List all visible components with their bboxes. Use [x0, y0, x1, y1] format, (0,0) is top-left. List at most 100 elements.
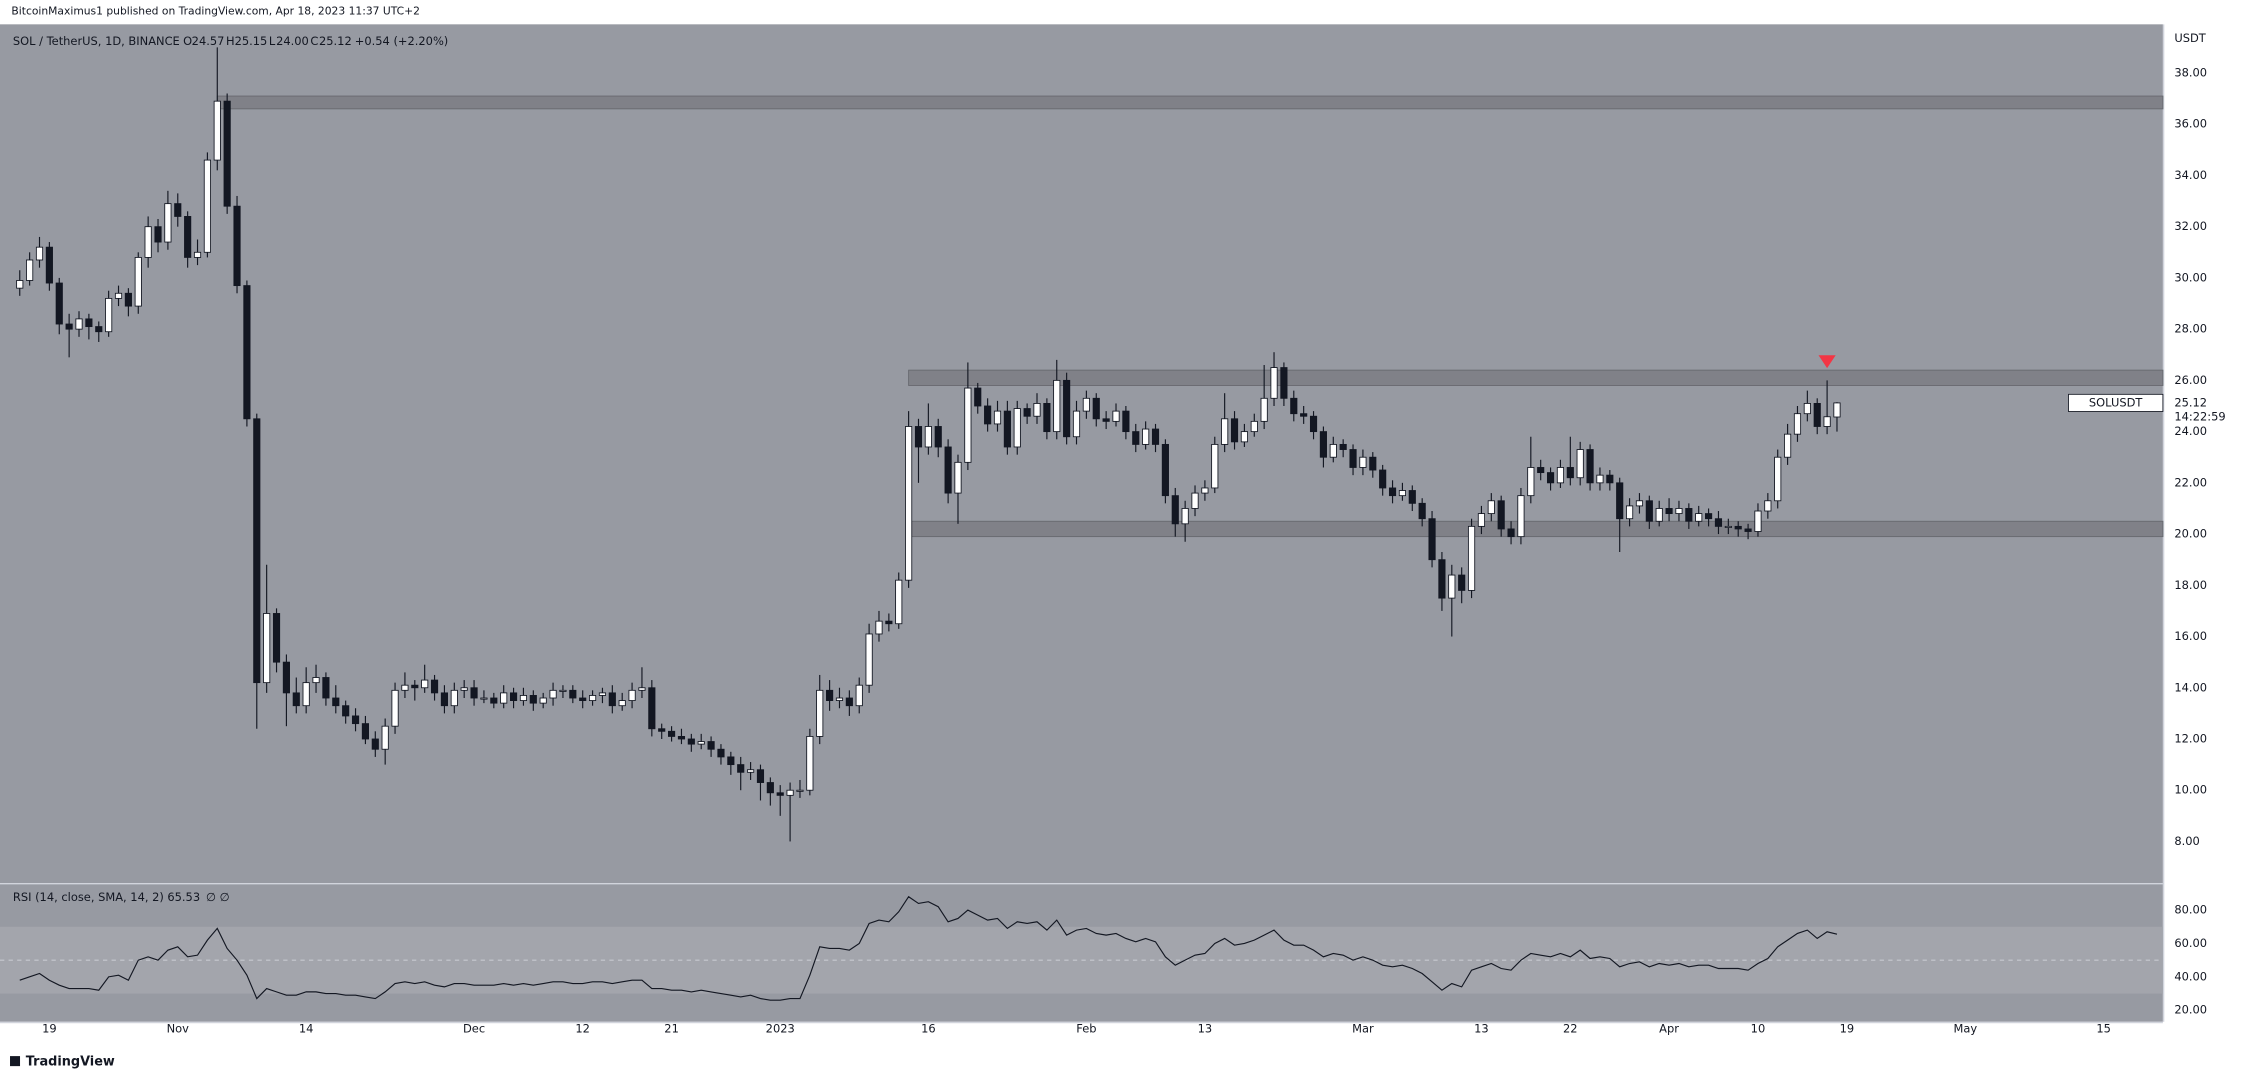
candle-body	[529, 695, 537, 704]
candle-body	[292, 692, 300, 707]
candle-body	[1398, 490, 1406, 497]
y-tick-label: 36.00	[2174, 117, 2207, 131]
candle-body	[1053, 379, 1061, 433]
candle-body	[1754, 510, 1762, 532]
candle-body	[1408, 490, 1416, 504]
candle-body	[75, 318, 83, 330]
candle-body	[1487, 500, 1495, 515]
candle-body	[203, 159, 211, 253]
candle-body	[154, 226, 162, 243]
candle-body	[1665, 508, 1673, 515]
candle-body	[1596, 474, 1604, 484]
x-tick-label: 14	[299, 1021, 314, 1035]
candle-body	[411, 684, 419, 689]
candle-body	[1537, 467, 1545, 474]
candle-body	[1132, 431, 1140, 445]
candle-body	[1280, 367, 1288, 399]
candle-body	[964, 387, 972, 463]
candle-body	[855, 684, 863, 707]
x-tick-label: Feb	[1076, 1021, 1096, 1035]
candle-body	[233, 205, 241, 287]
x-tick-label: 12	[575, 1021, 590, 1035]
rsi-title: RSI (14, close, SMA, 14, 2)	[13, 890, 164, 904]
candle-body	[737, 764, 745, 773]
candle-body	[895, 579, 903, 625]
rsi-tick-label: 40.00	[2174, 969, 2207, 983]
candle-body	[1586, 449, 1594, 484]
candle-body	[450, 689, 458, 707]
candle-body	[1102, 418, 1110, 422]
rsi-tick-label: 20.00	[2174, 1003, 2207, 1017]
candle-body	[65, 323, 73, 330]
candle-body	[134, 256, 142, 307]
x-tick-label: 2023	[766, 1021, 795, 1035]
y-tick-label: 8.00	[2174, 834, 2199, 848]
candle-body	[786, 789, 794, 796]
byline: BitcoinMaximus1 published on TradingView…	[11, 4, 419, 17]
open-value: 24.57	[192, 34, 225, 48]
candle-body	[885, 620, 893, 625]
high-value: 25.15	[235, 34, 268, 48]
symbol-label-box	[2068, 393, 2164, 412]
candle-body	[835, 697, 844, 701]
candle-body	[776, 792, 784, 796]
candle-body	[608, 692, 616, 707]
candle-body	[174, 203, 182, 217]
candle-body	[1082, 397, 1090, 412]
rsi-extra: ∅ ∅	[206, 890, 230, 904]
candle-body	[756, 769, 765, 783]
candle-body	[1546, 472, 1555, 484]
candle-body	[1359, 456, 1367, 468]
last-price: 25.12	[2174, 395, 2207, 409]
candle-body	[865, 633, 873, 686]
x-tick-label: 21	[664, 1021, 679, 1035]
brand-logo	[10, 1056, 21, 1067]
candle-body	[1823, 416, 1831, 427]
candle-body	[1675, 508, 1683, 515]
candle-body	[263, 613, 271, 684]
field-label: C	[310, 34, 318, 48]
brand: TradingView	[10, 1054, 115, 1069]
candle-body	[1418, 502, 1426, 520]
candle-body	[1714, 518, 1723, 527]
candle-body	[1122, 410, 1130, 433]
x-tick-label: 19	[42, 1021, 57, 1035]
candle-body	[1428, 518, 1436, 561]
zone	[908, 520, 2164, 538]
candle-body	[1023, 408, 1031, 417]
rsi-line	[19, 895, 1838, 1001]
candle-body	[1181, 508, 1189, 525]
y-tick-label: 32.00	[2174, 219, 2207, 233]
candle-body	[668, 730, 676, 737]
candle-body	[796, 789, 804, 792]
candle-body	[1784, 433, 1792, 458]
candle-body	[1705, 513, 1713, 520]
candle-body	[124, 292, 132, 307]
candle-body	[1497, 500, 1505, 530]
candle-body	[351, 715, 360, 725]
candle-body	[381, 725, 389, 750]
candle-body	[16, 280, 24, 289]
field-label: H	[226, 34, 235, 48]
candle-body	[480, 697, 488, 700]
candle-body	[954, 461, 962, 494]
rsi-tick-label: 80.00	[2174, 903, 2207, 917]
x-tick-label: 13	[1474, 1021, 1489, 1035]
countdown: 14:22:59	[2174, 410, 2225, 424]
candle-body	[993, 410, 1002, 425]
rsi-value: 65.53	[167, 890, 200, 904]
candle-body	[816, 689, 824, 737]
candle-body	[85, 318, 93, 328]
candle-body	[282, 661, 290, 694]
y-tick-label: 38.00	[2174, 65, 2207, 79]
candle-body	[213, 100, 221, 161]
candle-body	[598, 692, 607, 696]
candle-body	[1329, 443, 1337, 458]
candle-body	[1517, 495, 1525, 538]
candle-body	[905, 426, 913, 581]
candle-body	[1260, 397, 1268, 422]
candle-body	[1448, 574, 1456, 599]
candle-body	[1744, 528, 1752, 532]
rsi-pane: 20.00 40.00 60.00 80.00	[0, 895, 2207, 1017]
candle-body	[588, 695, 597, 701]
